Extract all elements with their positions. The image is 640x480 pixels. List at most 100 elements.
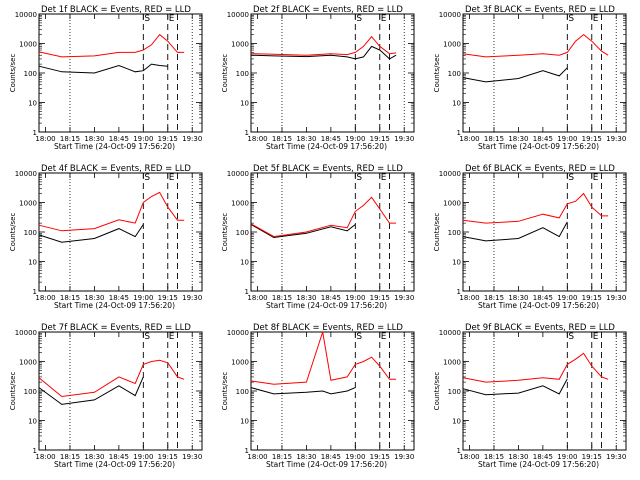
lld-line (250, 331, 397, 385)
x-axis-title: Start Time (24-Oct-09 17:56:20) (266, 460, 387, 469)
x-tick-label: 18:00 (247, 453, 267, 461)
x-tick-label: 18:30 (296, 453, 316, 461)
x-tick-label: 18:30 (508, 453, 528, 461)
panel-title: Det 7f BLACK = Events, RED = LLD (41, 323, 191, 333)
lld-line (462, 33, 609, 58)
y-tick-label: 1000 (19, 359, 37, 367)
y-tick-label: 100 (448, 388, 461, 396)
y-tick-label: 10000 (15, 170, 37, 178)
x-tick-label: 18:45 (109, 135, 129, 143)
x-tick-label: 19:30 (182, 453, 202, 461)
x-axis-title: Start Time (24-Oct-09 17:56:20) (478, 460, 599, 469)
panel-title: Det 8f BLACK = Events, RED = LLD (253, 323, 403, 333)
y-tick-label: 100 (24, 388, 37, 396)
x-tick-label: 19:00 (345, 453, 365, 461)
x-axis-title: Start Time (24-Oct-09 17:56:20) (54, 142, 175, 151)
y-tick-label: 10 (452, 259, 461, 267)
lld-line (38, 359, 185, 398)
y-tick-label: 1000 (231, 200, 249, 208)
x-tick-label: 19:15 (582, 135, 602, 143)
x-tick-label: 19:00 (133, 294, 153, 302)
x-tick-label: 18:45 (321, 453, 341, 461)
x-tick-label: 19:30 (182, 294, 202, 302)
start-marker-label: S (356, 14, 362, 24)
x-tick-label: 19:30 (182, 135, 202, 143)
panel-title: Det 9f BLACK = Events, RED = LLD (465, 323, 615, 333)
x-tick-label: 18:45 (321, 135, 341, 143)
y-tick-label: 1000 (443, 359, 461, 367)
y-axis-title: Counts/sec (221, 372, 229, 411)
x-tick-label: 19:30 (394, 294, 414, 302)
x-tick-label: 18:00 (459, 453, 479, 461)
detector-panel: Det 4f BLACK = Events, RED = LLD 1 10 100 10… (9, 164, 203, 310)
events-line (251, 388, 396, 394)
x-tick-label: 18:45 (533, 135, 553, 143)
x-tick-label: 18:45 (533, 294, 553, 302)
y-tick-label: 1 (33, 129, 37, 137)
events-line (250, 45, 397, 60)
detector-panel: Det 3f BLACK = Events, RED = LLD 1 10 100 10… (433, 5, 627, 151)
y-tick-label: 10000 (15, 11, 37, 19)
x-tick-label: 19:30 (394, 135, 414, 143)
y-tick-label: 10 (28, 418, 37, 426)
panel-title: Det 2f BLACK = Events, RED = LLD (253, 5, 403, 15)
y-tick-label: 10000 (15, 329, 37, 337)
y-tick-label: 100 (236, 70, 249, 78)
y-tick-label: 1 (33, 447, 37, 455)
x-tick-label: 18:00 (35, 135, 55, 143)
x-tick-label: 18:30 (296, 294, 316, 302)
y-tick-label: 10000 (227, 11, 249, 19)
panel-title: Det 5f BLACK = Events, RED = LLD (253, 164, 403, 174)
x-tick-label: 18:45 (533, 453, 553, 461)
x-tick-label: 18:15 (60, 453, 80, 461)
x-tick-label: 18:15 (60, 294, 80, 302)
x-tick-label: 19:15 (370, 294, 390, 302)
y-tick-label: 100 (448, 229, 461, 237)
y-tick-label: 10000 (439, 170, 461, 178)
x-tick-label: 18:15 (60, 135, 80, 143)
y-tick-label: 100 (24, 229, 37, 237)
y-tick-label: 10000 (439, 329, 461, 337)
x-tick-label: 18:30 (84, 453, 104, 461)
y-tick-label: 1000 (19, 200, 37, 208)
x-tick-label: 18:15 (484, 294, 504, 302)
y-tick-label: 1000 (443, 41, 461, 49)
x-axis-title: Start Time (24-Oct-09 17:56:20) (54, 460, 175, 469)
x-tick-label: 18:30 (84, 294, 104, 302)
start-marker-label: S (568, 173, 574, 183)
y-tick-label: 10 (28, 259, 37, 267)
detector-panel: Det 6f BLACK = Events, RED = LLD 1 10 100 10… (433, 164, 627, 310)
events-line (463, 222, 608, 241)
y-tick-label: 100 (24, 70, 37, 78)
x-tick-label: 19:15 (158, 294, 178, 302)
y-tick-label: 10000 (227, 170, 249, 178)
lld-line (38, 33, 185, 58)
y-tick-label: 100 (236, 229, 249, 237)
end-marker-label: E (593, 332, 599, 342)
x-tick-label: 19:15 (370, 453, 390, 461)
x-tick-label: 18:00 (247, 294, 267, 302)
x-tick-label: 19:15 (582, 294, 602, 302)
x-tick-label: 19:00 (557, 453, 577, 461)
x-tick-label: 18:00 (35, 294, 55, 302)
y-tick-label: 1000 (443, 200, 461, 208)
x-tick-label: 19:15 (582, 453, 602, 461)
detector-panel: Det 1f BLACK = Events, RED = LLD 1 10 100 10… (9, 5, 203, 151)
x-tick-label: 19:30 (606, 135, 626, 143)
events-line (39, 64, 184, 73)
x-tick-label: 18:30 (508, 294, 528, 302)
lld-line (462, 352, 609, 383)
y-tick-label: 1 (245, 447, 249, 455)
x-tick-label: 18:45 (321, 294, 341, 302)
x-tick-label: 19:30 (394, 453, 414, 461)
panel-title: Det 6f BLACK = Events, RED = LLD (465, 164, 615, 174)
y-tick-label: 10 (28, 100, 37, 108)
x-tick-label: 18:00 (459, 294, 479, 302)
y-tick-label: 1000 (231, 359, 249, 367)
x-tick-label: 19:00 (133, 453, 153, 461)
y-axis-title: Counts/sec (9, 54, 17, 93)
detector-panel: Det 9f BLACK = Events, RED = LLD 1 10 100 10… (433, 323, 627, 469)
y-tick-label: 1 (457, 129, 461, 137)
y-axis-title: Counts/sec (221, 213, 229, 252)
